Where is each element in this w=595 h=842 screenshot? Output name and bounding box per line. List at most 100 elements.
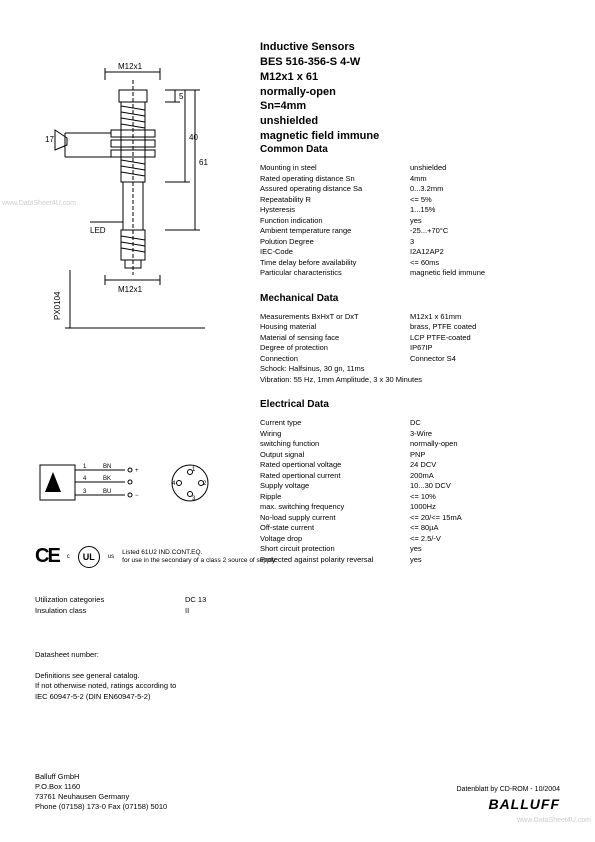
common-data-label: Rated operating distance Sn	[260, 174, 410, 185]
ce-mark-icon: CE	[35, 545, 59, 568]
datasheet-number-label: Datasheet number:	[35, 650, 285, 661]
electrical-data-label: Rated opertional current	[260, 471, 410, 482]
common-data-row: IEC-CodeI2A12AP2	[260, 247, 560, 258]
watermark-right: www.DataSheet4U.com	[517, 817, 591, 824]
electrical-data-label: Short circuit protection	[260, 544, 410, 555]
electrical-data-label: Off-state current	[260, 523, 410, 534]
electrical-data-label: Protected against polarity reversal	[260, 555, 410, 566]
common-data-row: Hysteresis1...15%	[260, 205, 560, 216]
title-line-2: BES 516-356-S 4-W	[260, 55, 379, 70]
electrical-data-value: yes	[410, 555, 560, 566]
mechanical-data-value: M12x1 x 61mm	[410, 312, 560, 323]
common-data-row: Ambient temperature range-25...+70°C	[260, 226, 560, 237]
ul-c: c	[67, 554, 70, 560]
common-data-label: Time delay before availability	[260, 258, 410, 269]
common-data-value: 4mm	[410, 174, 560, 185]
svg-text:−: −	[135, 493, 139, 499]
electrical-data-value: <= 10%	[410, 492, 560, 503]
electrical-data-row: Wiring3-Wire	[260, 429, 560, 440]
mechanical-data-label: Connection	[260, 354, 410, 365]
mechanical-note: Vibration: 55 Hz, 1mm Amplitude, 3 x 30 …	[260, 375, 560, 386]
pin-4: 4	[83, 476, 87, 482]
dim-top-text: M12x1	[118, 62, 143, 71]
mechanical-data-value: IP67IP	[410, 343, 560, 354]
datasheet-def-2: If not otherwise noted, ratings accordin…	[35, 681, 285, 692]
electrical-data-label: Wiring	[260, 429, 410, 440]
mechanical-data-row: Measurements BxHxT or DxTM12x1 x 61mm	[260, 312, 560, 323]
utilization-block: Utilization categories DC 13 Insulation …	[35, 595, 206, 616]
wiring-diagram: 1 BN + 4 BK 3 BU − 1 2 3 4	[35, 450, 235, 520]
common-data-label: Function indication	[260, 216, 410, 227]
common-data-label: Polution Degree	[260, 237, 410, 248]
cert-line-1: Listed 61U2 IND.CONT.EQ.	[122, 549, 275, 557]
dim-61-text: 61	[199, 158, 208, 167]
title-line-4: normally-open	[260, 85, 379, 100]
sensor-diagram: M12x1	[35, 60, 245, 340]
pin-1: 1	[83, 464, 87, 470]
common-data-value: magnetic field immune	[410, 268, 560, 279]
common-data-label: Mounting in steel	[260, 163, 410, 174]
electrical-data-value: <= 20/<= 15mA	[410, 513, 560, 524]
mechanical-data-value: Connector S4	[410, 354, 560, 365]
mechanical-data-label: Measurements BxHxT or DxT	[260, 312, 410, 323]
px-label: PX0104	[53, 291, 62, 320]
electrical-data-value: <= 2.5/-V	[410, 534, 560, 545]
electrical-data-value: DC	[410, 418, 560, 429]
mechanical-data-value: LCP PTFE-coated	[410, 333, 560, 344]
certification-area: CE c UL us Listed 61U2 IND.CONT.EQ. for …	[35, 545, 275, 568]
mechanical-data-row: Housing materialbrass, PTFE coated	[260, 322, 560, 333]
common-data-row: Repeatability R<= 5%	[260, 195, 560, 206]
mechanical-data-row: ConnectionConnector S4	[260, 354, 560, 365]
title-block: Inductive Sensors BES 516-356-S 4-W M12x…	[260, 40, 379, 144]
util-label-0: Utilization categories	[35, 595, 185, 606]
electrical-data-row: switching functionnormally-open	[260, 439, 560, 450]
datasheet-def-1: Definitions see general catalog.	[35, 671, 285, 682]
mechanical-data-heading: Mechanical Data	[260, 293, 560, 304]
common-data-value: I2A12AP2	[410, 247, 560, 258]
common-data-value: 0...3.2mm	[410, 184, 560, 195]
electrical-data-label: Ripple	[260, 492, 410, 503]
common-data-value: <= 5%	[410, 195, 560, 206]
electrical-data-value: 200mA	[410, 471, 560, 482]
common-data-label: Repeatability R	[260, 195, 410, 206]
title-line-6: unshielded	[260, 114, 379, 129]
cert-line-2: for use in the secondary of a class 2 so…	[122, 557, 275, 565]
electrical-data-row: Ripple<= 10%	[260, 492, 560, 503]
ul-mark-icon: UL	[78, 546, 100, 568]
title-line-1: Inductive Sensors	[260, 40, 379, 55]
common-data-value: yes	[410, 216, 560, 227]
util-label-1: Insulation class	[35, 606, 185, 617]
brand-logo: BALLUFF	[457, 796, 561, 812]
electrical-data-heading: Electrical Data	[260, 399, 560, 410]
contact-phone: Phone (07158) 173-0 Fax (07158) 5010	[35, 802, 167, 812]
dim-5-text: 5	[179, 92, 184, 101]
common-data-label: Particular characteristics	[260, 268, 410, 279]
electrical-data-row: Current typeDC	[260, 418, 560, 429]
contact-company: Balluff GmbH	[35, 772, 167, 782]
title-line-3: M12x1 x 61	[260, 70, 379, 85]
footer-date: Datenblatt by CD-ROM - 10/2004	[457, 786, 561, 793]
common-data-value: 3	[410, 237, 560, 248]
dim-bottom-text: M12x1	[118, 285, 143, 294]
common-data-value: unshielded	[410, 163, 560, 174]
conn-pin-2: 2	[203, 481, 207, 487]
wire-bu: BU	[103, 489, 111, 495]
common-data-row: Polution Degree3	[260, 237, 560, 248]
mechanical-note: Schock: Halfsinus, 30 gn, 11ms	[260, 364, 560, 375]
mechanical-data-label: Housing material	[260, 322, 410, 333]
common-data-row: Function indicationyes	[260, 216, 560, 227]
electrical-data-label: Voltage drop	[260, 534, 410, 545]
electrical-data-label: Current type	[260, 418, 410, 429]
common-data-row: Mounting in steelunshielded	[260, 163, 560, 174]
footer-right: Datenblatt by CD-ROM - 10/2004 BALLUFF	[457, 786, 561, 812]
common-data-row: Rated operating distance Sn4mm	[260, 174, 560, 185]
electrical-data-label: max. switching frequency	[260, 502, 410, 513]
title-line-5: Sn=4mm	[260, 99, 379, 114]
footer-contact: Balluff GmbH P.O.Box 1160 73761 Neuhause…	[35, 772, 167, 813]
cert-text: Listed 61U2 IND.CONT.EQ. for use in the …	[122, 549, 275, 565]
util-value-1: II	[185, 606, 189, 617]
common-data-row: Assured operating distance Sa0...3.2mm	[260, 184, 560, 195]
electrical-data-value: 24 DCV	[410, 460, 560, 471]
electrical-data-row: Rated opertional voltage24 DCV	[260, 460, 560, 471]
electrical-data-label: Supply voltage	[260, 481, 410, 492]
